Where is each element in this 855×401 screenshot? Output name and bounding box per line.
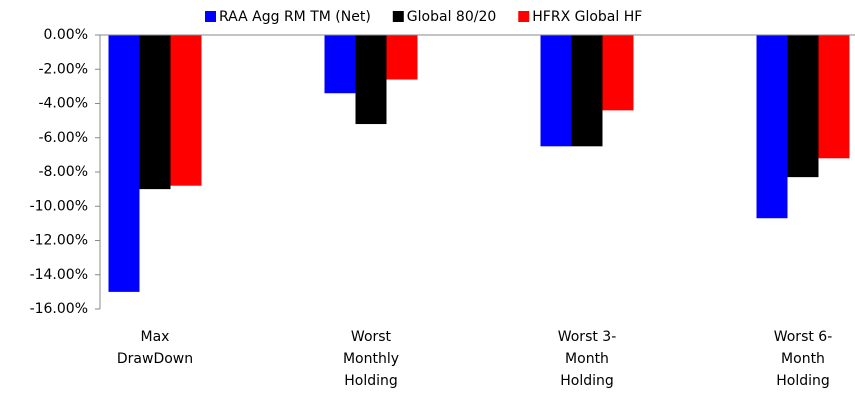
bar (324, 35, 356, 94)
bar (818, 35, 850, 159)
x-tick-label: Max DrawDown (117, 329, 193, 367)
y-tick-label: -12.00% (30, 233, 88, 249)
x-tick-label: Worst 3- Month Holding (558, 329, 617, 389)
legend-swatch (518, 11, 530, 22)
x-tick-label-line: Worst 6- (774, 329, 833, 345)
x-tick-label-line: Monthly (343, 351, 399, 367)
x-tick-label-line: Max (141, 329, 170, 345)
bar (355, 35, 387, 125)
bar (602, 35, 634, 111)
x-tick-label-line: Month (781, 351, 825, 367)
legend-label: HFRX Global HF (532, 9, 642, 25)
y-tick-label: -16.00% (30, 301, 88, 317)
legend-swatch (392, 11, 404, 22)
x-tick-label: Worst 6- Month Holding (774, 329, 833, 389)
bar (756, 35, 788, 219)
bar (386, 35, 418, 80)
x-tick-label-line: Worst 3- (558, 329, 617, 345)
x-tick-label-line: Holding (560, 373, 614, 389)
bar (170, 35, 202, 186)
x-tick-label-line: Month (565, 351, 609, 367)
bar (787, 35, 819, 178)
y-tick-label: -2.00% (38, 61, 88, 77)
y-tick-label: -8.00% (38, 164, 88, 180)
x-tick-label-line: Holding (776, 373, 830, 389)
x-tick-label: Worst Monthly Holding (343, 329, 399, 389)
x-tick-label-line: DrawDown (117, 351, 193, 367)
x-tick-label-line: Worst (351, 329, 392, 345)
legend-label: RAA Agg RM TM (Net) (219, 9, 371, 25)
legend-swatch (205, 11, 216, 22)
y-tick-label: -14.00% (30, 267, 88, 283)
bar (571, 35, 603, 147)
y-tick-label: -6.00% (38, 130, 88, 146)
bar (540, 35, 572, 147)
y-tick-label: 0.00% (44, 27, 88, 43)
y-tick-label: -4.00% (38, 96, 88, 112)
bar (108, 35, 140, 292)
y-tick-label: -10.00% (30, 198, 88, 214)
bar (139, 35, 171, 190)
legend-label: Global 80/20 (407, 9, 496, 25)
x-tick-label-line: Holding (344, 373, 398, 389)
